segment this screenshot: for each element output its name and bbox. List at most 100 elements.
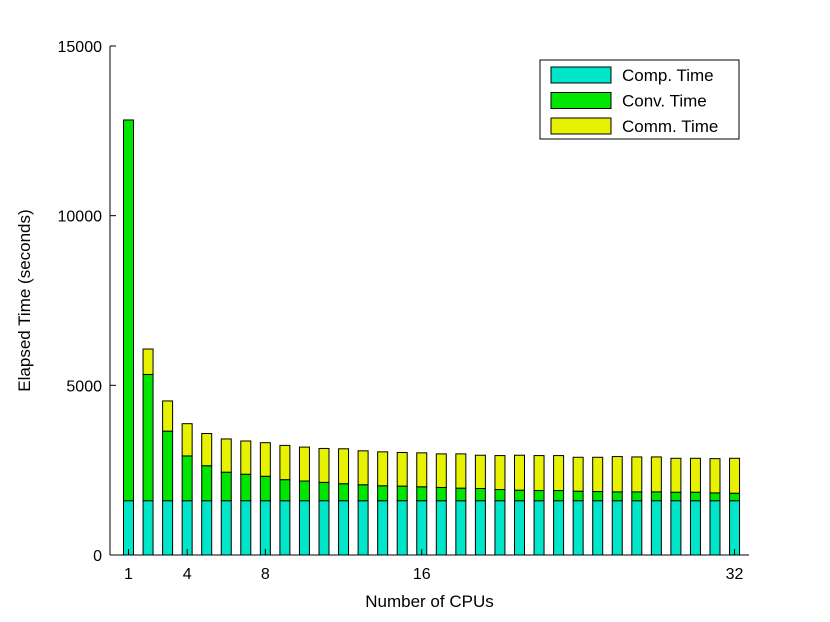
bar-1-cpu-10 (298, 500, 310, 556)
bar-1-cpu-14 (377, 500, 389, 556)
bar-3-cpu-11 (318, 447, 330, 483)
bar-1-cpu-31 (709, 500, 721, 556)
legend-label-3: Comm. Time (622, 117, 718, 136)
legend-label-1: Comp. Time (622, 66, 714, 85)
bar-1-cpu-30 (689, 500, 701, 556)
x-tick-label-4: 4 (183, 566, 192, 583)
bar-2-cpu-28 (650, 491, 662, 502)
legend-label-2: Conv. Time (622, 92, 707, 111)
bar-3-cpu-22 (533, 455, 545, 492)
bar-3-cpu-25 (592, 456, 604, 493)
bar-2-cpu-24 (572, 490, 584, 502)
bar-2-cpu-10 (298, 480, 310, 502)
bar-1-cpu-20 (494, 500, 506, 556)
bar-2-cpu-14 (377, 485, 389, 502)
bar-3-cpu-21 (514, 454, 525, 491)
bar-1-cpu-28 (650, 500, 662, 556)
bar-2-cpu-15 (396, 485, 408, 502)
bar-2-cpu-8 (259, 475, 271, 502)
y-axis-label: Elapsed Time (seconds) (15, 209, 34, 391)
bar-2-cpu-32 (729, 492, 741, 502)
bar-1-cpu-26 (611, 500, 623, 556)
bar-3-cpu-20 (494, 455, 506, 491)
bar-3-cpu-10 (298, 446, 310, 482)
bar-3-cpu-7 (240, 440, 252, 475)
y-tick-label-5000: 5000 (66, 378, 102, 395)
bar-3-cpu-13 (357, 450, 369, 486)
bar-1-cpu-22 (533, 500, 545, 556)
legend: Comp. Time Conv. Time Comm. Time (539, 59, 740, 140)
axes-group (109, 46, 749, 556)
bar-2-cpu-6 (220, 471, 232, 502)
y-tick-label-0: 0 (93, 548, 102, 565)
y-tick-label-15000: 15000 (58, 39, 103, 56)
x-tick-label-32: 32 (726, 566, 744, 583)
bar-2-cpu-19 (474, 487, 486, 502)
legend-swatch-3 (550, 117, 612, 135)
bar-2-cpu-22 (533, 490, 545, 502)
bar-1-cpu-17 (435, 500, 447, 556)
bar-2-cpu-5 (201, 465, 213, 502)
bar-1-cpu-15 (396, 500, 408, 556)
bar-3-cpu-27 (631, 456, 643, 493)
bar-3-cpu-8 (259, 442, 271, 477)
bar-1-cpu-13 (357, 500, 369, 556)
bar-2-cpu-16 (416, 486, 428, 502)
x-axis-label: Number of CPUs (365, 592, 493, 611)
bar-2-cpu-13 (357, 484, 369, 502)
bar-3-cpu-29 (670, 457, 682, 493)
bar-2-cpu-20 (494, 489, 506, 502)
bar-3-cpu-28 (650, 456, 662, 493)
bar-1-cpu-23 (553, 500, 565, 556)
bar-3-cpu-17 (435, 453, 447, 488)
bar-3-cpu-32 (729, 457, 741, 494)
bar-3-cpu-30 (689, 457, 701, 493)
bar-2-cpu-7 (240, 473, 252, 502)
y-tick-label-10000: 10000 (58, 209, 103, 226)
bar-3-cpu-16 (416, 452, 428, 488)
bar-3-cpu-5 (201, 433, 213, 467)
ticks-group: 0 5000 10000 15000 1 4 8 16 32 (58, 39, 744, 583)
bar-2-cpu-18 (455, 487, 467, 502)
bar-1-cpu-3 (162, 500, 174, 556)
bar-3-cpu-24 (572, 456, 584, 492)
bar-1-cpu-29 (670, 500, 682, 556)
bar-2-cpu-3 (162, 430, 174, 502)
bar-3-cpu-4 (181, 423, 193, 457)
bar-3-cpu-2 (142, 348, 154, 375)
bar-1-cpu-11 (318, 500, 330, 556)
bar-1-cpu-32 (729, 500, 741, 556)
x-tick-label-1: 1 (124, 566, 133, 583)
bar-3-cpu-14 (377, 451, 389, 487)
bar-2-cpu-11 (318, 481, 330, 502)
legend-swatch-1 (550, 66, 612, 84)
bar-2-cpu-30 (689, 491, 701, 502)
bar-2-cpu-12 (338, 483, 350, 502)
bar-1-cpu-7 (240, 500, 252, 556)
bar-3-cpu-26 (611, 456, 623, 493)
bar-1-cpu-6 (220, 500, 232, 556)
bar-3-cpu-6 (220, 438, 232, 473)
bar-3-cpu-31 (709, 458, 721, 494)
bar-3-cpu-18 (455, 453, 467, 489)
bar-1-cpu-25 (592, 500, 604, 556)
bar-2-cpu-4 (181, 455, 193, 502)
bar-1-cpu-8 (259, 500, 271, 556)
bar-1-cpu-5 (201, 500, 213, 556)
bar-2-cpu-21 (514, 489, 525, 502)
bar-3-cpu-15 (396, 452, 408, 487)
bar-1-cpu-16 (416, 500, 428, 556)
bar-2-cpu-9 (279, 479, 291, 502)
bar-1-cpu-27 (631, 500, 643, 556)
bar-2-cpu-29 (670, 491, 682, 502)
bar-2-cpu-27 (631, 491, 643, 502)
bar-1-cpu-9 (279, 500, 291, 556)
bar-3-cpu-3 (162, 400, 174, 432)
bar-1-cpu-18 (455, 500, 467, 556)
bar-3-cpu-19 (474, 454, 486, 489)
bar-2-cpu-1 (123, 119, 134, 502)
bar-2-cpu-26 (611, 491, 623, 502)
bar-1-cpu-12 (338, 500, 350, 556)
bar-2-cpu-31 (709, 492, 721, 502)
